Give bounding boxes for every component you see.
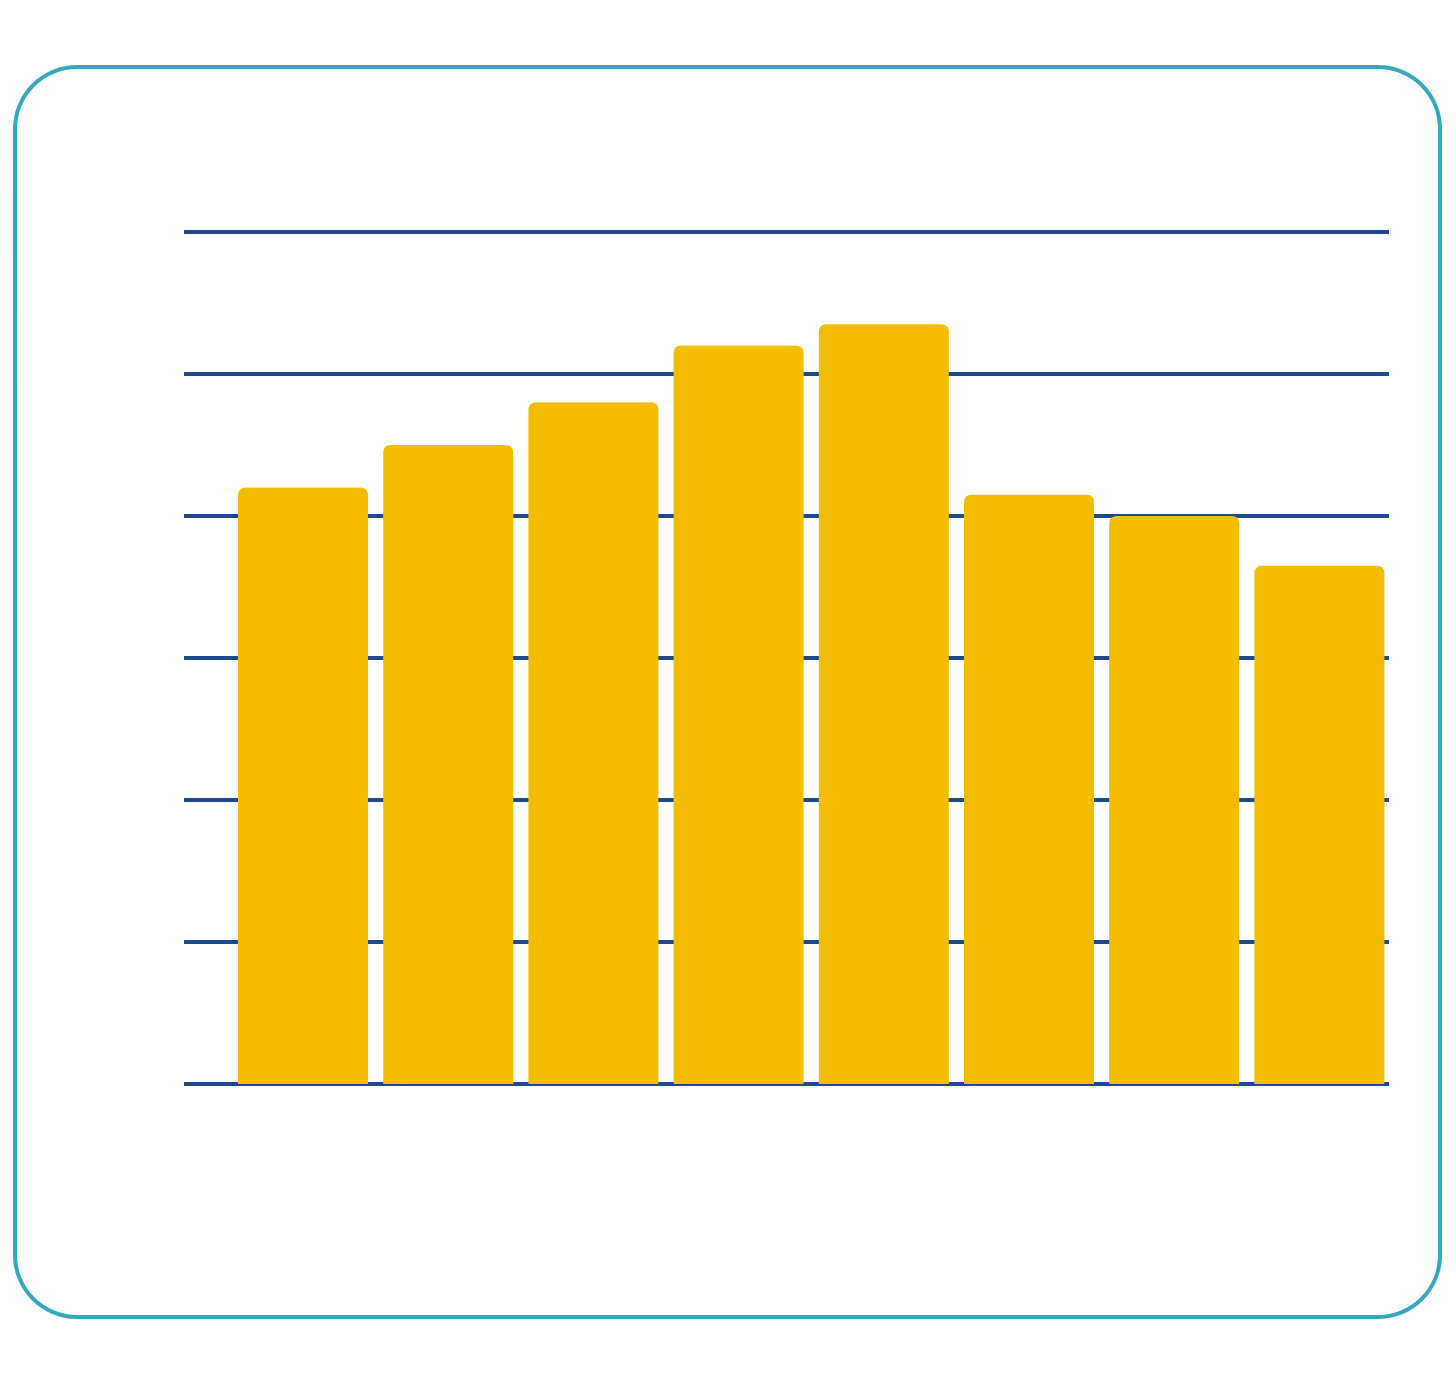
bar	[383, 445, 514, 1084]
bar	[1109, 516, 1240, 1084]
bar	[1254, 565, 1385, 1084]
bar	[528, 402, 659, 1084]
bar	[964, 494, 1094, 1084]
bar	[818, 324, 949, 1084]
bar	[673, 345, 804, 1085]
bars	[238, 324, 1385, 1085]
bar	[238, 487, 368, 1085]
